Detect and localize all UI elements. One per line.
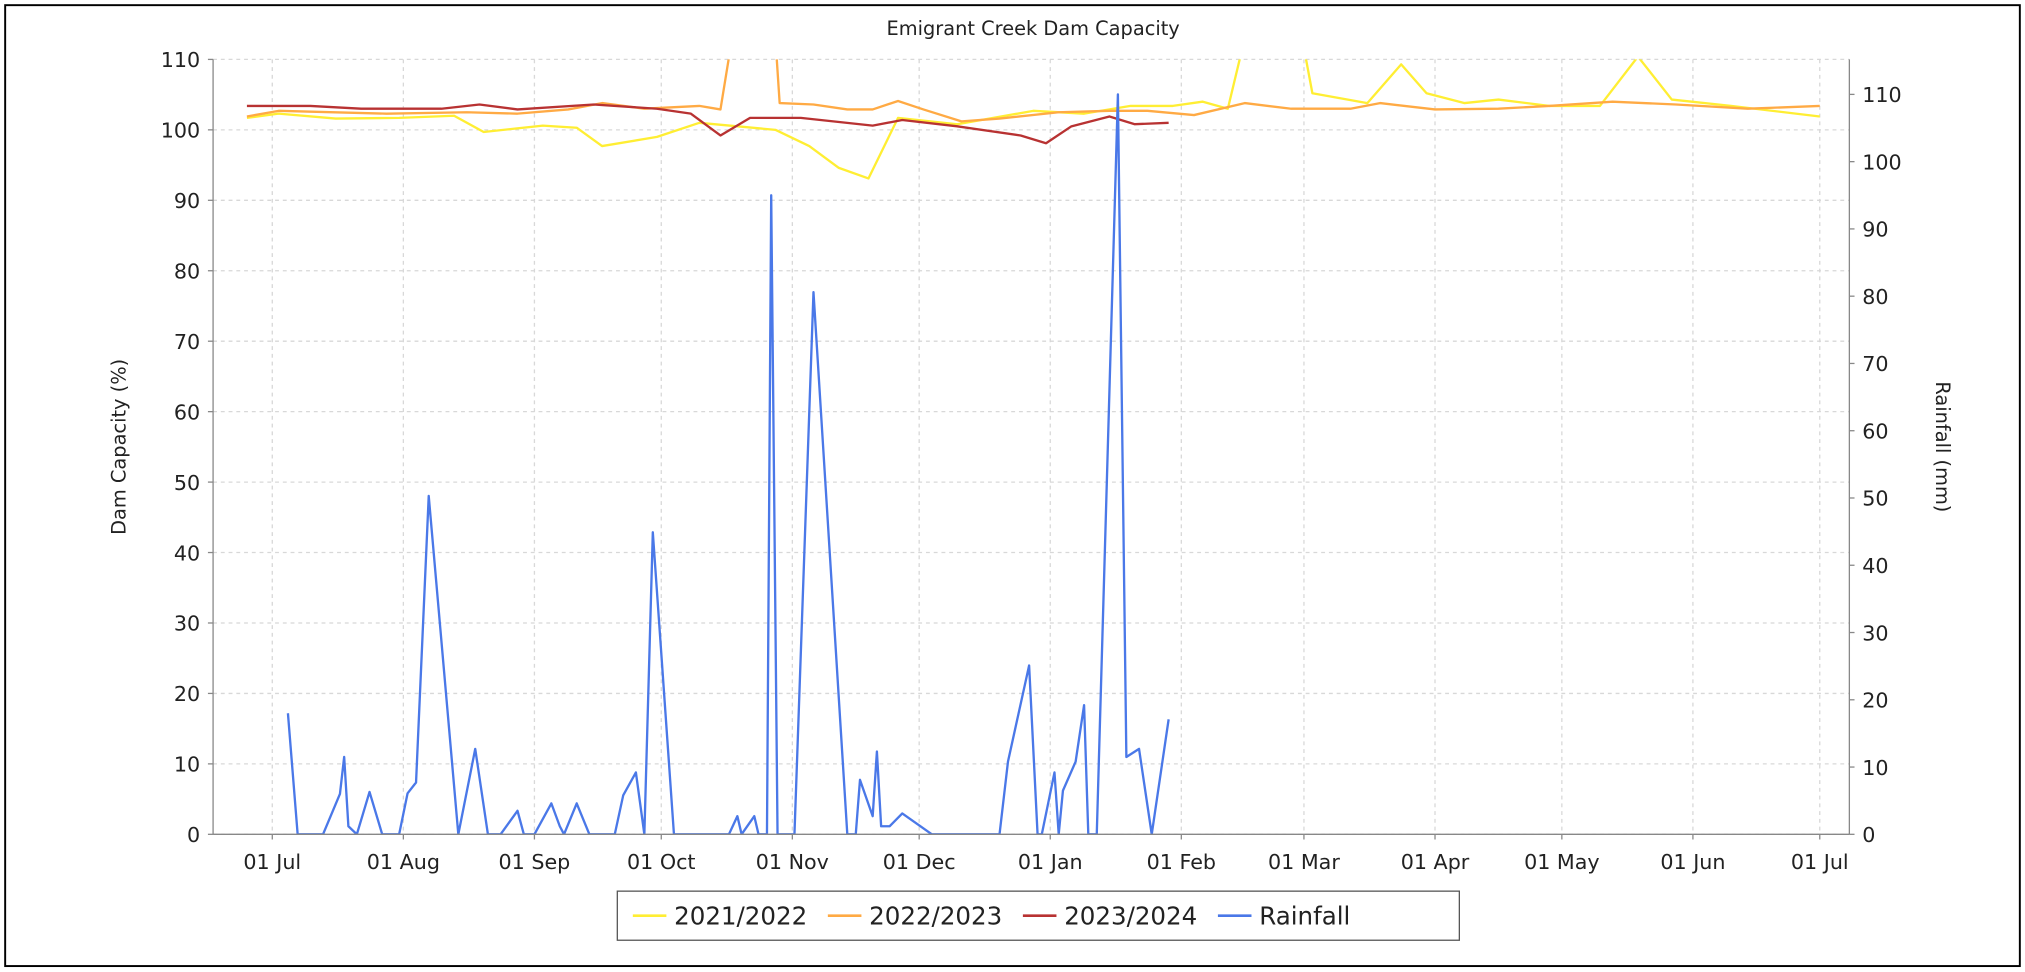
x-tick-label: 01 Oct	[627, 850, 696, 874]
x-tick-label: 01 Jan	[1018, 850, 1083, 874]
y2-tick-label: 10	[1862, 756, 1888, 780]
x-tick-label: 01 Jun	[1660, 850, 1725, 874]
chart-title: Emigrant Creek Dam Capacity	[887, 17, 1180, 40]
x-tick-label: 01 Feb	[1147, 850, 1216, 874]
legend-label: Rainfall	[1259, 902, 1350, 931]
y-tick-label: 10	[174, 753, 200, 777]
legend-box	[616, 890, 1460, 941]
y-tick-label: 0	[187, 823, 200, 847]
y2-tick-label: 0	[1862, 823, 1875, 847]
y-tick-label: 80	[174, 259, 200, 283]
y-tick-label: 110	[161, 48, 200, 72]
y-tick-label: 50	[174, 471, 200, 495]
y2-tick-label: 40	[1862, 554, 1888, 578]
x-tick-label: 01 Aug	[367, 850, 440, 874]
x-tick-label: 01 Apr	[1401, 850, 1470, 874]
y-tick-label: 30	[174, 612, 200, 636]
y-tick-label: 40	[174, 541, 200, 565]
y2-tick-label: 80	[1862, 285, 1888, 309]
series-line	[246, 103, 1169, 145]
y2-tick-label: 60	[1862, 419, 1888, 443]
axes: 0 10 20 30 40 50 60 70 80 90 100 110 0 10 20 30 40 50 60 70…	[161, 48, 1902, 874]
y-tick-label: 20	[174, 682, 200, 706]
x-tick-label: 01 Nov	[756, 850, 829, 874]
x-tick-label: 01 Jul	[1791, 850, 1849, 874]
plot-lines	[246, 59, 1820, 835]
x-tick-label: 01 Sep	[499, 850, 571, 874]
y2-tick-label: 30	[1862, 621, 1888, 645]
grid	[213, 58, 1850, 835]
x-tick-label: 01 Mar	[1268, 850, 1340, 874]
legend-label: 2021/2022	[674, 902, 807, 931]
x-tick-label: 01 May	[1524, 850, 1600, 874]
y2-tick-label: 110	[1862, 83, 1901, 107]
legend: 2021/2022 2022/2023 2023/2024 Rainfall	[616, 890, 1460, 941]
series-line	[246, 59, 1820, 180]
series-line	[286, 93, 1170, 835]
y2-tick-label: 20	[1862, 689, 1888, 713]
y2-tick-label: 90	[1862, 218, 1888, 242]
y-tick-label: 70	[174, 330, 200, 354]
y2-tick-label: 100	[1862, 150, 1901, 174]
y-tick-label: 100	[161, 119, 200, 143]
y-tick-label: 60	[174, 400, 200, 424]
y-axis-label: Dam Capacity (%)	[107, 359, 130, 535]
frame	[4, 4, 2021, 968]
x-tick-label: 01 Jul	[243, 850, 301, 874]
y2-tick-label: 70	[1862, 352, 1888, 376]
y2-axis-label: Rainfall (mm)	[1931, 381, 1954, 512]
legend-label: 2022/2023	[869, 902, 1002, 931]
legend-label: 2023/2024	[1064, 902, 1197, 931]
x-tick-label: 01 Dec	[883, 850, 956, 874]
y2-tick-label: 50	[1862, 487, 1888, 511]
y-tick-label: 90	[174, 189, 200, 213]
